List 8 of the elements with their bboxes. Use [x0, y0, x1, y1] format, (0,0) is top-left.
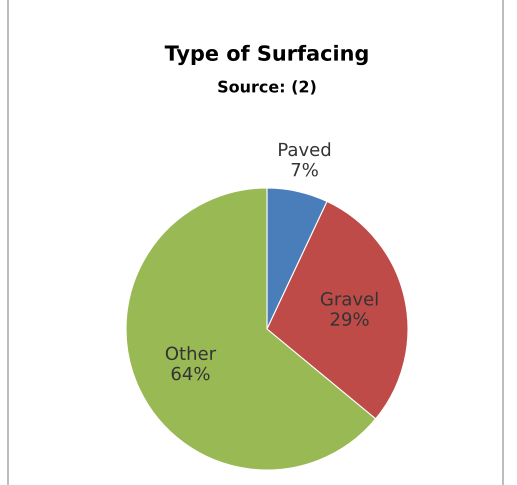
data-label: 64% — [172, 366, 210, 380]
chart-subtitle: Source: (2) — [218, 80, 316, 95]
slice-label: Gravel — [320, 292, 378, 306]
slice-label: Paved — [279, 142, 330, 156]
slice-label: Other — [166, 346, 216, 360]
data-label: 29% — [330, 312, 369, 326]
data-label: 7% — [292, 162, 318, 176]
chart-title: Type of Surfacing — [164, 44, 368, 66]
